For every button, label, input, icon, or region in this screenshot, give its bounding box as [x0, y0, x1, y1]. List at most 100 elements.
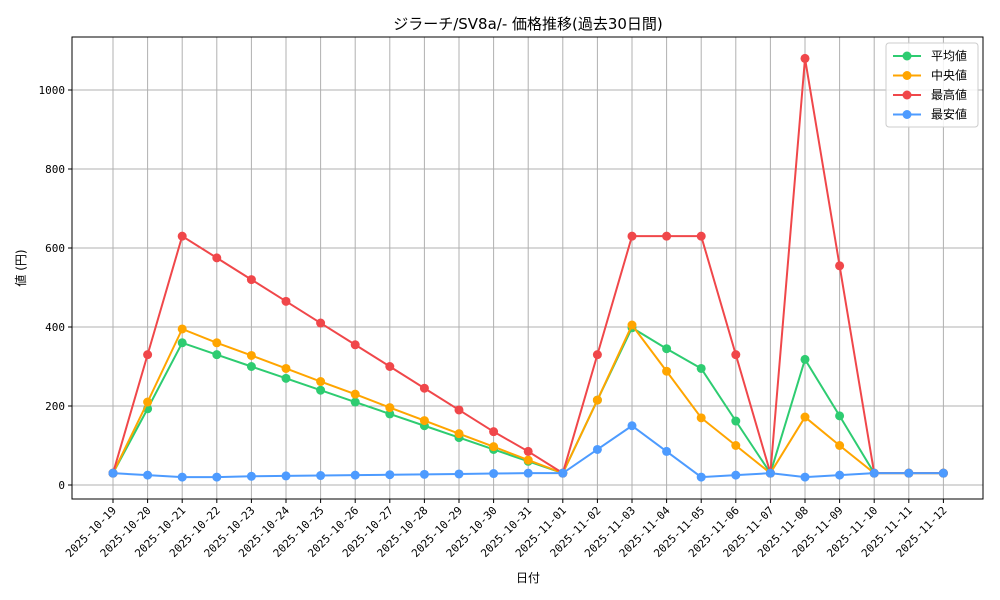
data-point	[316, 318, 326, 328]
data-point	[662, 231, 672, 241]
data-point	[592, 350, 602, 360]
data-point	[454, 429, 464, 439]
series-1	[108, 320, 948, 478]
data-point	[696, 363, 706, 373]
data-point	[316, 471, 326, 481]
data-point	[246, 350, 256, 360]
series-2	[108, 53, 948, 478]
data-point	[558, 468, 568, 478]
legend-item: 最安値	[893, 107, 967, 122]
data-point	[592, 395, 602, 405]
legend-label: 中央値	[931, 68, 967, 83]
data-point	[350, 397, 360, 407]
data-point	[143, 397, 153, 407]
legend-marker-icon	[902, 90, 912, 100]
x-axis-label: 日付	[516, 571, 540, 585]
data-point	[419, 416, 429, 426]
y-axis-label: 値 (円)	[13, 249, 28, 286]
legend-label: 平均値	[931, 48, 967, 63]
data-point	[385, 470, 395, 480]
data-point	[212, 472, 222, 482]
data-point	[662, 366, 672, 376]
data-point	[212, 253, 222, 263]
y-tick-label: 800	[45, 163, 65, 176]
data-point	[523, 468, 533, 478]
legend-marker-icon	[902, 51, 912, 61]
data-point	[835, 441, 845, 450]
data-point	[454, 405, 464, 415]
data-point	[177, 324, 187, 334]
y-tick-label: 200	[45, 400, 65, 413]
data-point	[731, 350, 741, 360]
data-point	[938, 468, 948, 478]
data-point	[350, 470, 360, 480]
data-point	[212, 338, 222, 348]
data-point	[662, 446, 672, 456]
data-point	[489, 469, 499, 479]
data-point	[523, 446, 533, 456]
legend-item: 平均値	[893, 48, 967, 63]
data-point	[350, 340, 360, 350]
data-point	[177, 231, 187, 241]
y-tick-label: 0	[58, 479, 65, 492]
legend-item: 中央値	[893, 68, 967, 83]
legend-marker-icon	[902, 71, 912, 80]
data-point	[800, 354, 810, 364]
legend-marker-icon	[902, 110, 912, 119]
data-point	[246, 471, 256, 481]
y-tick-label: 600	[45, 242, 65, 255]
data-point	[662, 344, 672, 354]
data-point	[869, 468, 879, 478]
data-point	[316, 385, 326, 395]
data-point	[835, 261, 845, 271]
data-point	[281, 373, 291, 383]
data-point	[419, 383, 429, 393]
data-point	[627, 231, 637, 241]
data-point	[904, 468, 914, 478]
x-axis-ticks: 2025-10-192025-10-202025-10-212025-10-22…	[63, 499, 950, 560]
data-point	[696, 231, 706, 241]
data-point	[489, 427, 499, 437]
data-point	[765, 468, 775, 478]
series-3	[108, 421, 948, 482]
data-point	[731, 416, 741, 426]
data-point	[835, 470, 845, 480]
data-point	[281, 296, 291, 306]
data-point	[212, 350, 222, 360]
data-point	[385, 409, 395, 419]
data-point	[627, 320, 637, 330]
data-point	[281, 471, 291, 481]
series-layer	[108, 53, 948, 482]
data-point	[177, 472, 187, 482]
legend-item: 最高値	[893, 87, 967, 102]
data-point	[489, 442, 499, 452]
data-point	[696, 413, 706, 423]
data-point	[454, 469, 464, 479]
data-point	[246, 275, 256, 285]
data-point	[627, 421, 637, 431]
legend-label: 最安値	[931, 107, 967, 122]
data-point	[143, 350, 153, 360]
y-tick-label: 400	[45, 321, 65, 334]
data-point	[800, 472, 810, 482]
data-point	[731, 470, 741, 480]
data-point	[108, 468, 118, 478]
data-point	[281, 363, 291, 373]
legend-label: 最高値	[931, 87, 967, 102]
data-point	[350, 389, 360, 399]
plot-area-frame	[71, 36, 984, 500]
data-point	[177, 338, 187, 348]
data-point	[835, 411, 845, 421]
data-point	[523, 455, 533, 465]
data-point	[800, 412, 810, 422]
legend-box	[885, 42, 979, 128]
data-point	[592, 444, 602, 454]
data-point	[731, 441, 741, 450]
data-point	[385, 403, 395, 413]
data-point	[419, 469, 429, 479]
data-point	[696, 472, 706, 482]
chart-title: ジラーチ/SV8a/- 価格推移(過去30日間)	[393, 15, 663, 33]
data-point	[246, 362, 256, 371]
data-point	[800, 53, 810, 63]
